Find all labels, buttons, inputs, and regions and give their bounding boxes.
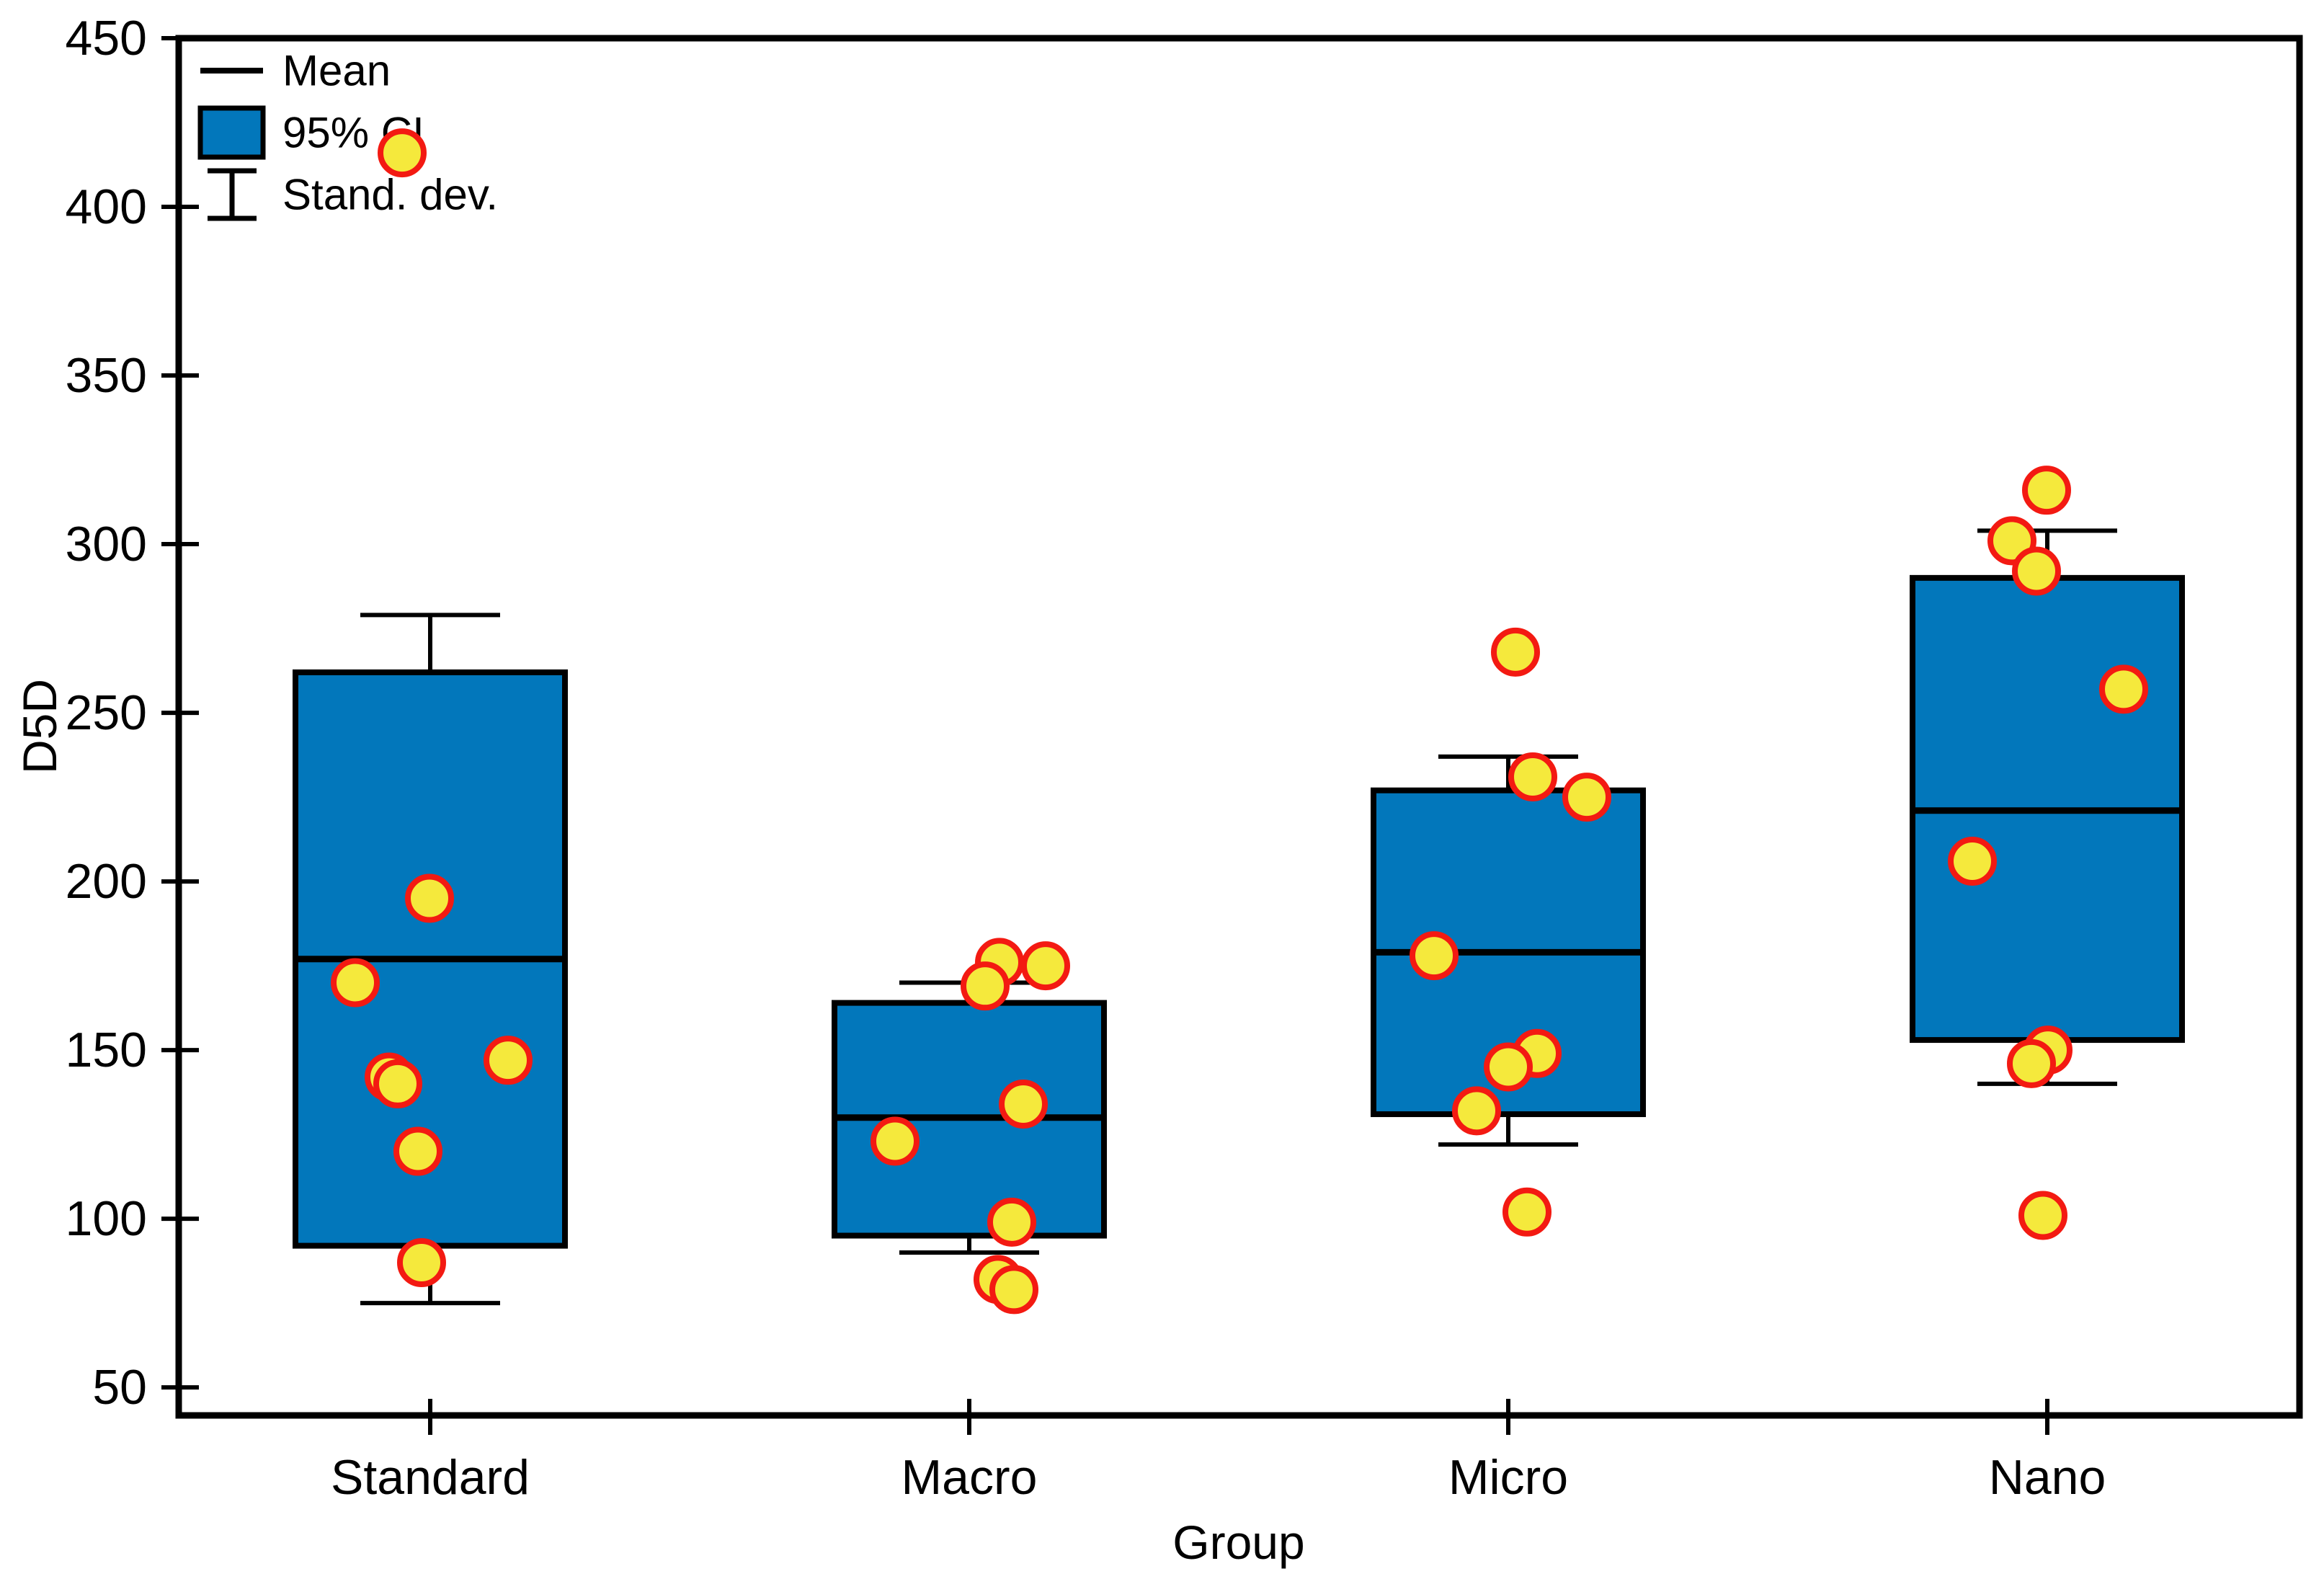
data-points <box>871 938 1070 1315</box>
x-tick-label: Standard <box>331 1450 530 1505</box>
data-point <box>373 1059 422 1108</box>
y-tick-label: 100 <box>66 1191 147 1246</box>
data-point <box>999 1080 1048 1129</box>
data-point <box>1948 837 1997 886</box>
group-nano: Nano <box>1910 466 2185 1505</box>
data-point <box>871 1116 920 1166</box>
legend-label: Stand. dev. <box>282 171 498 219</box>
y-tick-label: 50 <box>92 1360 147 1415</box>
data-point <box>405 873 454 923</box>
group-standard: Standard <box>293 128 568 1505</box>
y-tick-label: 200 <box>66 854 147 909</box>
data-point <box>987 1197 1036 1247</box>
x-axis-title: Group <box>1172 1516 1304 1569</box>
data-point <box>2022 466 2071 515</box>
data-point <box>961 961 1010 1011</box>
stddev-whiskers <box>1438 754 1578 1147</box>
legend-ci-box-swatch <box>197 105 266 160</box>
group-micro: Micro <box>1371 627 1646 1505</box>
data-point <box>397 1237 446 1287</box>
y-tick-label: 400 <box>66 179 147 234</box>
x-tick-label: Nano <box>1989 1450 2106 1505</box>
data-points <box>331 128 533 1287</box>
data-points <box>1948 466 2148 1240</box>
data-point <box>1484 1042 1533 1092</box>
plot-frame <box>175 35 2303 1419</box>
y-tick-label: 300 <box>66 517 147 571</box>
data-point <box>1508 752 1557 802</box>
data-point <box>1502 1187 1551 1237</box>
data-point <box>989 1265 1038 1315</box>
data-point <box>2018 1191 2067 1240</box>
y-tick-label: 150 <box>66 1023 147 1077</box>
legend-label: Mean <box>282 47 391 95</box>
y-tick-label: 350 <box>66 348 147 403</box>
data-point <box>2007 1038 2056 1088</box>
data-point <box>1562 773 1611 822</box>
data-points <box>1410 627 1611 1237</box>
data-point <box>331 958 380 1008</box>
group-macro: Macro <box>832 938 1107 1505</box>
y-tick-label: 250 <box>66 685 147 740</box>
y-axis: 450 400 350 300 250 200 150 100 50 <box>66 11 199 1415</box>
y-tick-label: 450 <box>66 11 147 66</box>
data-point <box>393 1126 442 1176</box>
legend-error-bar-swatch <box>208 168 257 221</box>
data-point <box>2099 664 2148 714</box>
data-point <box>378 128 427 178</box>
data-point <box>1021 941 1070 991</box>
data-point <box>1452 1086 1501 1136</box>
x-tick-label: Micro <box>1448 1450 1568 1505</box>
data-point <box>484 1036 533 1085</box>
data-point <box>1410 931 1459 981</box>
y-axis-title: D5D <box>13 679 66 774</box>
data-point <box>2012 546 2061 596</box>
x-tick-label: Macro <box>901 1450 1038 1505</box>
data-point <box>1491 627 1540 677</box>
